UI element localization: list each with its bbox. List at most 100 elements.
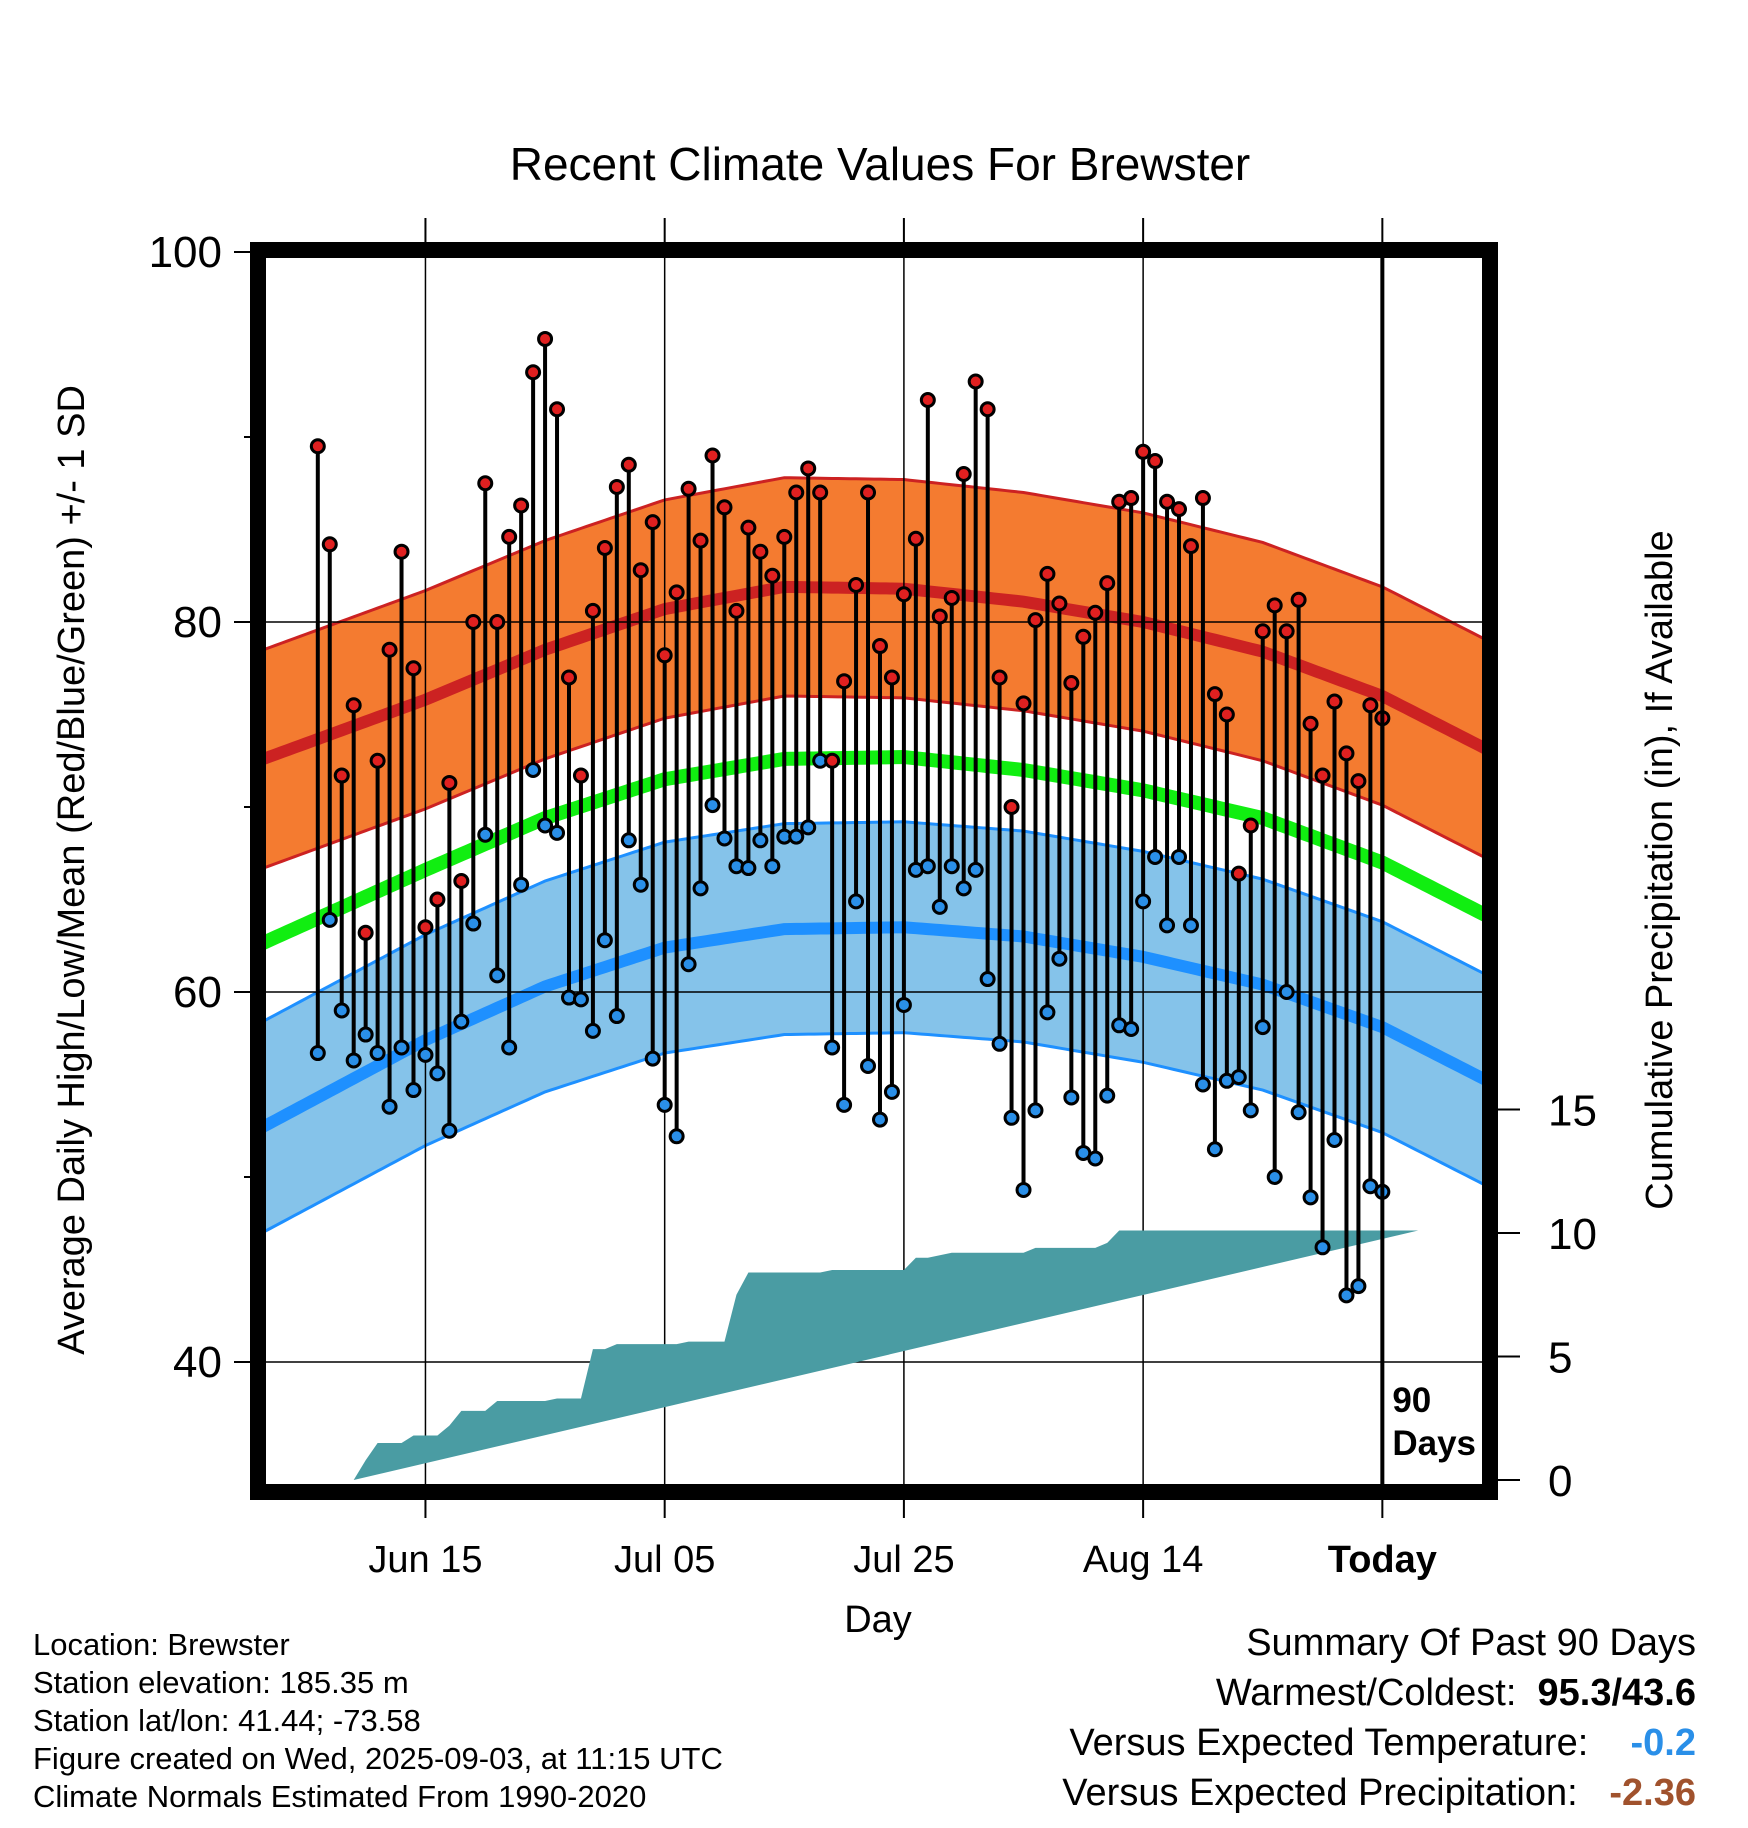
- daily-low-point: [1326, 1132, 1343, 1148]
- chart-title: Recent Climate Values For Brewster: [510, 138, 1251, 190]
- daily-low-point: [1182, 917, 1199, 934]
- daily-low-point: [441, 1122, 458, 1139]
- daily-low-point: [608, 1008, 625, 1025]
- daily-low-point: [477, 826, 494, 843]
- daily-high-point: [345, 697, 362, 714]
- daily-low-point: [764, 858, 781, 875]
- daily-low-point: [596, 932, 613, 949]
- daily-low-point: [489, 967, 506, 984]
- daily-low-point: [1051, 950, 1068, 967]
- daily-high-point: [1087, 604, 1104, 621]
- daily-low-point: [417, 1046, 434, 1063]
- daily-low-point: [656, 1096, 673, 1113]
- daily-low-point: [1015, 1181, 1032, 1198]
- daily-low-point: [692, 880, 709, 897]
- daily-high-point: [321, 536, 338, 553]
- daily-high-point: [525, 364, 542, 381]
- daily-high-point: [1003, 799, 1020, 815]
- daily-low-point: [1123, 1021, 1140, 1037]
- daily-low-point: [752, 832, 769, 849]
- x-tick-label: Jun 15: [368, 1539, 482, 1581]
- daily-low-point: [405, 1082, 422, 1099]
- warmest-value: 95.3/43.6: [1537, 1672, 1696, 1714]
- y-axis-label: Average Daily High/Low/Mean (Red/Blue/Gr…: [51, 385, 93, 1355]
- x-tick-label: Jul 05: [614, 1539, 715, 1581]
- plot-frame: [250, 242, 1498, 1500]
- daily-low-point: [836, 1096, 853, 1113]
- daily-low-point: [1159, 917, 1176, 934]
- daily-low-point: [931, 898, 948, 915]
- daily-low-point: [537, 817, 554, 834]
- daily-high-point: [764, 567, 781, 584]
- warmest-label: Warmest/Coldest:: [1215, 1672, 1517, 1714]
- daily-low-point: [680, 956, 697, 973]
- daily-low-point: [1147, 848, 1164, 865]
- daily-high-point: [513, 497, 530, 514]
- latlon-text: Station lat/lon: 41.44; -73.58: [33, 1703, 421, 1738]
- daily-high-point: [704, 447, 721, 464]
- daily-high-point: [429, 891, 446, 908]
- daily-low-point: [369, 1045, 386, 1062]
- daily-high-point: [1326, 693, 1343, 710]
- daily-low-point: [381, 1098, 398, 1115]
- daily-low-point: [1266, 1169, 1283, 1185]
- daily-high-point: [1051, 595, 1068, 612]
- daily-high-point: [1242, 817, 1259, 834]
- daily-high-point: [584, 602, 601, 619]
- daily-low-point: [1290, 1104, 1307, 1121]
- daily-low-point: [991, 1035, 1008, 1052]
- daily-low-point: [393, 1039, 410, 1056]
- daily-high-point: [309, 438, 326, 455]
- daily-low-point: [333, 1002, 350, 1019]
- daily-high-point: [1350, 773, 1367, 790]
- daily-high-point: [405, 660, 422, 677]
- daily-high-point: [1314, 767, 1331, 784]
- daily-high-point: [752, 543, 769, 560]
- daily-low-point: [1039, 1004, 1056, 1021]
- daily-low-point: [1194, 1076, 1211, 1093]
- normal-high-band: [258, 477, 1490, 871]
- daily-high-point: [1075, 628, 1092, 645]
- daily-low-point: [1242, 1102, 1259, 1119]
- daily-low-point: [943, 858, 960, 875]
- daily-low-point: [309, 1045, 326, 1062]
- daily-high-point: [632, 562, 649, 579]
- daily-high-point: [572, 767, 589, 784]
- y-tick-label: 40: [173, 1338, 222, 1387]
- daily-low-point: [883, 1083, 900, 1100]
- daily-low-point: [1063, 1089, 1080, 1106]
- daily-high-point: [955, 466, 972, 482]
- y-tick-label: 60: [173, 968, 222, 1017]
- daily-low-point: [1087, 1150, 1104, 1167]
- temp-value: -0.2: [1630, 1722, 1696, 1764]
- daily-low-point: [584, 1022, 601, 1039]
- normals-text: Climate Normals Estimated From 1990-2020: [33, 1779, 647, 1814]
- daily-low-point: [740, 860, 757, 877]
- daily-high-point: [848, 577, 865, 593]
- daily-high-point: [776, 528, 793, 545]
- daily-high-point: [943, 589, 960, 606]
- daily-low-point: [465, 915, 482, 932]
- daily-high-point: [596, 540, 613, 556]
- daily-high-point: [871, 638, 888, 655]
- daily-high-point: [417, 919, 434, 936]
- daily-low-point: [1350, 1278, 1367, 1295]
- axes: 100 80 60 40 0 5 10 15 Jun 15 Jul 05 Jul 25 Aug 14 T…: [149, 218, 1597, 1581]
- daily-low-point: [345, 1052, 362, 1069]
- daily-high-point: [1171, 501, 1188, 518]
- daily-low-point: [1314, 1239, 1331, 1256]
- daily-low-point: [501, 1039, 518, 1056]
- y-tick-label: 80: [173, 598, 222, 647]
- daily-high-point: [453, 873, 470, 889]
- daily-low-point: [549, 824, 566, 841]
- daily-low-point: [1302, 1189, 1319, 1206]
- daily-low-point: [788, 828, 805, 845]
- daily-high-point: [608, 478, 625, 495]
- daily-low-point: [1003, 1109, 1020, 1126]
- summary-temperature: Versus Expected Temperature: -0.2: [1069, 1722, 1696, 1765]
- y2-tick-label: 5: [1548, 1334, 1572, 1383]
- daily-low-point: [453, 1013, 470, 1030]
- daily-low-point: [668, 1128, 685, 1145]
- y2-tick-label: 0: [1548, 1457, 1572, 1506]
- summary-precipitation: Versus Expected Precipitation: -2.36: [1062, 1772, 1696, 1815]
